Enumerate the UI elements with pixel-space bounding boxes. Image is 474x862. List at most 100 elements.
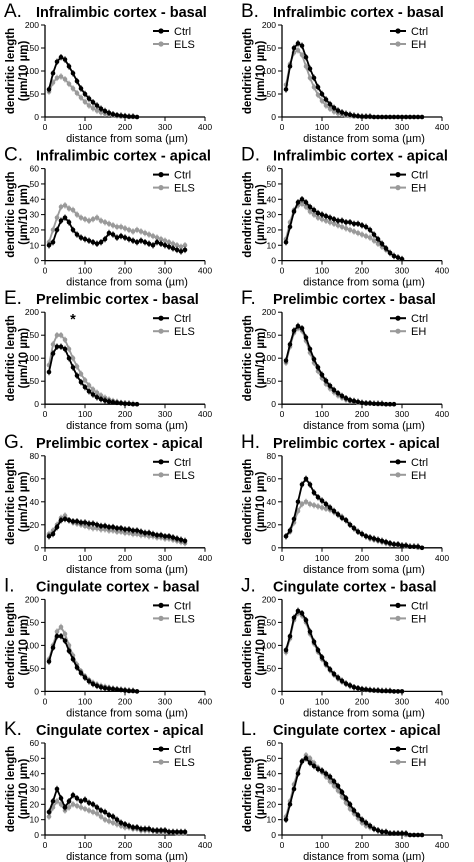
data-point: [347, 806, 353, 812]
data-point: [70, 71, 76, 76]
data-point: [315, 210, 321, 216]
data-point: [154, 235, 160, 240]
data-point: [343, 395, 349, 401]
legend-label: ELS: [174, 613, 195, 625]
legend-swatch-marker: [395, 759, 401, 765]
panel-label: K.: [4, 719, 22, 740]
data-point: [62, 638, 68, 644]
data-point: [150, 531, 156, 537]
data-point: [86, 800, 92, 806]
x-tick-label: 300: [395, 696, 409, 706]
data-point: [347, 397, 353, 403]
data-point: [395, 542, 401, 547]
data-point: [74, 212, 80, 217]
data-point: [347, 802, 353, 807]
data-point: [347, 683, 353, 688]
data-point: [319, 498, 325, 503]
y-tick-label: 0: [34, 543, 39, 553]
data-point: [102, 809, 108, 815]
x-tick-label: 100: [78, 122, 92, 132]
y-tick-label: 40: [267, 497, 277, 507]
data-point: [90, 239, 96, 245]
panel-k: K. Cingulate cortex - apical 0 10 20 30 40 50 60…: [4, 719, 212, 862]
data-point: [54, 798, 60, 804]
y-axis-label-unit: (µm/10 µm): [18, 615, 30, 676]
panel-label: J.: [241, 575, 256, 596]
x-tick-label: 0: [280, 553, 285, 563]
data-point: [379, 114, 385, 120]
data-point: [395, 689, 401, 694]
data-point: [98, 684, 104, 690]
data-point: [86, 524, 92, 530]
y-axis-label-unit: (µm/10 µm): [255, 41, 267, 102]
data-point: [339, 224, 345, 230]
data-point: [371, 826, 377, 832]
y-tick-label: 40: [267, 194, 277, 204]
legend-label: EH: [411, 757, 426, 769]
y-tick-label: 50: [267, 376, 277, 386]
data-point: [90, 99, 96, 105]
data-point: [307, 66, 313, 71]
data-point: [58, 795, 64, 801]
x-tick-label: 0: [280, 266, 285, 276]
data-point: [142, 230, 148, 236]
y-tick-label: 40: [30, 769, 40, 779]
panel-title: Cingulate cortex - apical: [273, 723, 441, 739]
data-point: [98, 393, 104, 398]
data-point: [126, 688, 132, 694]
data-point: [375, 537, 381, 543]
data-point: [379, 401, 385, 407]
y-tick-label: 10: [30, 240, 40, 250]
data-point: [46, 534, 52, 539]
data-point: [122, 401, 128, 407]
data-point: [62, 203, 68, 208]
data-point: [355, 230, 361, 236]
y-axis-label: dendritic length: [5, 315, 17, 401]
panel-title: Infralimbic cortex - basal: [273, 5, 444, 21]
data-point: [391, 542, 397, 547]
legend-label: Ctrl: [411, 600, 428, 612]
data-point: [74, 78, 80, 84]
panel-label: F.: [241, 288, 256, 309]
data-point: [299, 326, 305, 331]
y-tick-label: 20: [267, 225, 277, 235]
data-point: [319, 98, 325, 104]
legend-label: ELS: [174, 326, 195, 338]
data-point: [287, 528, 293, 533]
data-point: [54, 59, 60, 65]
y-tick-label: 150: [25, 617, 39, 627]
data-point: [375, 401, 381, 407]
data-point: [307, 501, 313, 507]
data-point: [58, 204, 64, 210]
data-point: [375, 236, 381, 242]
data-point: [339, 678, 345, 684]
data-point: [319, 212, 325, 217]
data-point: [347, 522, 353, 528]
data-point: [54, 75, 60, 81]
x-axis-label: distance from soma (µm): [303, 133, 425, 145]
data-point: [166, 534, 172, 539]
data-point: [54, 215, 60, 220]
data-point: [150, 233, 156, 239]
data-point: [50, 351, 56, 356]
data-point: [351, 398, 357, 404]
legend-swatch-marker: [158, 28, 164, 34]
legend-swatch-marker: [158, 172, 164, 178]
data-point: [70, 207, 76, 213]
data-point: [66, 81, 72, 87]
y-tick-label: 0: [271, 686, 276, 696]
data-point: [387, 250, 393, 256]
data-point: [178, 829, 184, 835]
data-point: [90, 216, 96, 222]
data-point: [170, 241, 176, 247]
data-point: [351, 808, 357, 813]
data-point: [319, 372, 325, 378]
y-axis-label-unit: (µm/10 µm): [255, 615, 267, 676]
data-point: [86, 389, 92, 394]
data-point: [94, 395, 100, 400]
data-point: [90, 387, 96, 392]
data-point: [158, 828, 164, 833]
data-point: [347, 112, 353, 117]
data-point: [78, 371, 84, 377]
panel-f: F. Prelimbic cortex - basal 0 50 100 150 200 0 1…: [241, 288, 449, 432]
